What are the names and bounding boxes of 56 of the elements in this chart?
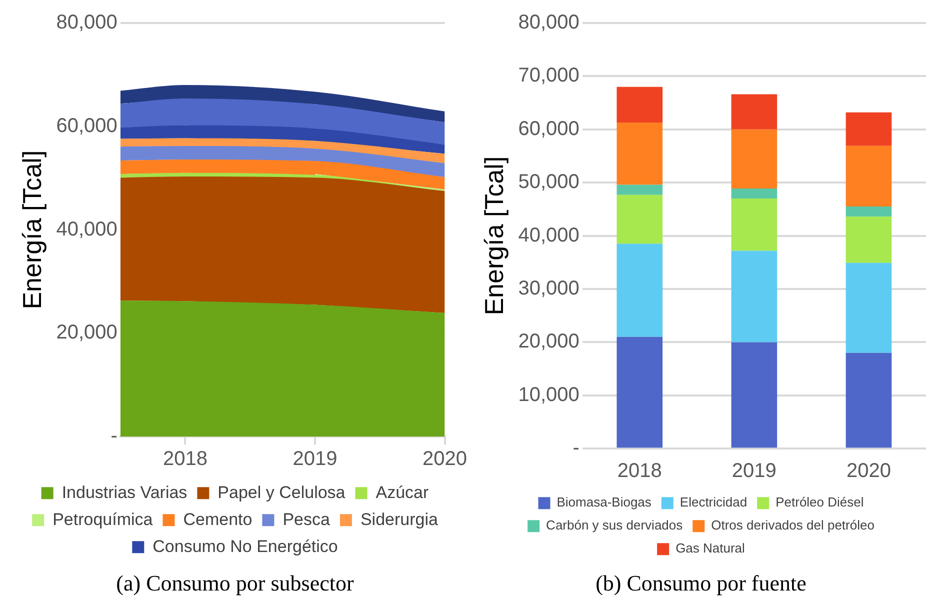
y-axis-title: Energía [Tcal] [16,150,47,310]
bar [846,206,892,217]
y-tick-label: 20,000 [56,322,118,344]
legend-label: Azúcar [376,482,430,502]
y-tick-label: 40,000 [56,218,118,240]
bar [616,184,663,195]
bar [731,94,778,130]
bar [616,194,663,244]
legend-label: Otros derivados del petróleo [711,518,874,533]
x-tick-label: 2020 [422,448,468,470]
legend-label: Electricidad [680,494,748,510]
bar [731,129,778,188]
bar [846,262,892,353]
y-tick-label: - [572,437,580,460]
y-tick-label: 80,000 [56,12,118,34]
y-axis-title: Energía [Tcal] [478,156,509,316]
x-tick-label: 2019 [732,460,776,482]
legend-label: Cemento [183,510,252,529]
bar [616,86,663,122]
x-tick-label: 2018 [163,448,208,470]
x-tick-label: 2020 [846,460,891,482]
legend-label: Petroquímica [52,510,154,529]
bar [846,216,892,263]
legend-label: Industrias Varias [62,482,188,502]
bar [846,352,892,448]
bar [731,342,778,448]
legend-label: Pesca [282,510,330,529]
legend-label: Biomasa-Biogas [556,494,652,510]
bar [731,250,778,342]
y-tick-label: 10,000 [518,384,580,406]
y-tick-label: 20,000 [518,330,580,353]
y-tick-label: 60,000 [518,118,580,140]
legend-label: Papel y Celulosa [218,482,346,502]
bar [731,188,778,199]
legend-label: Gas Natural [676,540,746,556]
legend-label: Siderurgia [360,510,438,529]
y-tick-label: 60,000 [56,114,118,137]
y-tick-label: - [110,425,118,448]
text: (b) Consumo por fuente [596,570,806,596]
y-tick-label: 80,000 [518,12,580,34]
x-tick-label: 2019 [292,448,338,470]
bar [616,244,663,337]
bar [846,112,892,146]
legend-label: Petróleo Diésel [776,494,864,510]
y-tick-label: 70,000 [518,64,580,87]
bar [846,146,892,207]
x-tick-label: 2018 [617,460,662,482]
bar [731,198,778,251]
bar [616,122,663,185]
y-tick-label: 30,000 [518,278,580,300]
text: (a) Consumo por subsector [116,570,355,596]
legend-label: Consumo No Energético [152,536,338,556]
bar [616,336,663,448]
legend-label: Carbón y sus derviados [546,518,684,533]
y-tick-label: 40,000 [518,224,580,246]
y-tick-label: 50,000 [518,171,580,194]
